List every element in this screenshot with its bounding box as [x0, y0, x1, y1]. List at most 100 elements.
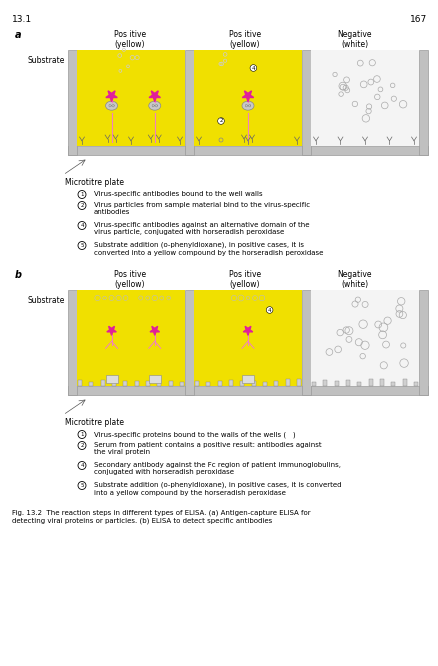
Text: Serum from patient contains a positive result: antibodies against
the viral prot: Serum from patient contains a positive r…: [94, 442, 321, 455]
Text: 2: 2: [219, 119, 222, 123]
Bar: [134, 382, 138, 386]
Polygon shape: [106, 326, 116, 335]
Circle shape: [78, 242, 86, 250]
Bar: [345, 380, 349, 386]
Text: 4: 4: [80, 223, 84, 228]
Text: Substrate: Substrate: [28, 56, 65, 65]
Bar: [168, 382, 172, 386]
Text: Virus-specific proteins bound to the walls of the wells (   ): Virus-specific proteins bound to the wal…: [94, 431, 295, 438]
Bar: [100, 380, 104, 386]
Bar: [301, 50, 310, 155]
Polygon shape: [243, 326, 252, 335]
Bar: [229, 380, 233, 386]
Text: 5: 5: [80, 483, 84, 488]
Polygon shape: [242, 91, 253, 102]
Bar: [251, 380, 255, 386]
Text: Microtitre plate: Microtitre plate: [65, 418, 124, 427]
Circle shape: [78, 462, 86, 470]
Circle shape: [78, 442, 86, 450]
Bar: [78, 380, 82, 386]
Text: 2: 2: [80, 203, 84, 208]
Text: 4: 4: [267, 308, 271, 312]
Bar: [184, 50, 194, 155]
Bar: [89, 382, 93, 386]
Bar: [418, 50, 427, 155]
Bar: [274, 380, 278, 386]
Text: 1: 1: [80, 192, 84, 197]
Bar: [194, 290, 301, 386]
Text: 13.1: 13.1: [12, 15, 32, 24]
Text: Virus-specific antibodies bound to the well walls: Virus-specific antibodies bound to the w…: [94, 191, 262, 197]
Bar: [262, 382, 266, 386]
Circle shape: [78, 430, 86, 438]
Text: Pos itive
(yellow): Pos itive (yellow): [228, 30, 261, 49]
Bar: [297, 380, 300, 386]
Bar: [146, 382, 150, 386]
Bar: [301, 290, 310, 395]
Bar: [180, 382, 184, 386]
Ellipse shape: [148, 101, 160, 110]
Text: Pos itive
(yellow): Pos itive (yellow): [114, 30, 146, 49]
Bar: [68, 146, 427, 155]
Bar: [77, 290, 184, 386]
Bar: [148, 375, 160, 383]
Text: 167: 167: [409, 15, 426, 24]
Bar: [368, 379, 372, 386]
Bar: [390, 382, 395, 386]
Bar: [240, 381, 244, 386]
Bar: [285, 379, 289, 386]
Circle shape: [78, 190, 86, 198]
Text: Substrate: Substrate: [28, 296, 65, 305]
Bar: [194, 382, 198, 386]
Bar: [157, 380, 161, 386]
Bar: [357, 382, 360, 386]
Bar: [105, 375, 117, 383]
Text: 2: 2: [80, 443, 84, 448]
Bar: [217, 380, 221, 386]
Text: Substrate addition (o-phenyldioxane), in positive cases, it is converted
into a : Substrate addition (o-phenyldioxane), in…: [94, 482, 341, 496]
Text: 4: 4: [80, 463, 84, 468]
Bar: [418, 290, 427, 395]
Bar: [310, 290, 418, 386]
Bar: [68, 50, 77, 155]
Text: Negative
(white): Negative (white): [337, 30, 371, 49]
Text: 1: 1: [80, 432, 84, 437]
Bar: [206, 382, 210, 386]
Bar: [123, 380, 127, 386]
Text: Pos itive
(yellow): Pos itive (yellow): [114, 270, 146, 290]
Polygon shape: [150, 326, 159, 335]
Polygon shape: [149, 91, 160, 102]
Circle shape: [78, 482, 86, 490]
Bar: [241, 375, 254, 383]
Text: Virus-specific antibodies against an alternative domain of the
virus particle, c: Virus-specific antibodies against an alt…: [94, 222, 309, 235]
Text: 4: 4: [251, 65, 254, 71]
Text: b: b: [15, 270, 22, 280]
Ellipse shape: [105, 101, 117, 110]
Polygon shape: [106, 91, 117, 102]
Text: Virus particles from sample material bind to the virus-specific
antibodies: Virus particles from sample material bin…: [94, 202, 309, 215]
Bar: [311, 382, 315, 386]
Text: a: a: [15, 30, 21, 40]
Bar: [184, 290, 194, 395]
Circle shape: [78, 202, 86, 210]
Bar: [77, 50, 184, 146]
Bar: [323, 380, 327, 386]
Text: Secondary antibody against the Fc region of patient immunoglobulins,
conjugated : Secondary antibody against the Fc region…: [94, 462, 340, 475]
Bar: [334, 381, 338, 386]
Text: Substrate addition (o-phenyldioxane), in positive cases, it is
converted into a : Substrate addition (o-phenyldioxane), in…: [94, 242, 323, 256]
Bar: [68, 290, 77, 395]
Bar: [379, 380, 383, 386]
Bar: [413, 382, 417, 386]
Bar: [112, 380, 116, 386]
Text: Pos itive
(yellow): Pos itive (yellow): [228, 270, 261, 290]
Ellipse shape: [241, 101, 254, 110]
Text: Negative
(white): Negative (white): [337, 270, 371, 290]
Text: Microtitre plate: Microtitre plate: [65, 178, 124, 187]
Bar: [402, 379, 406, 386]
Bar: [68, 386, 427, 395]
Circle shape: [78, 222, 86, 230]
Bar: [310, 50, 418, 146]
Text: 5: 5: [80, 243, 84, 248]
Text: Fig. 13.2  The reaction steps in different types of ELISA. (a) Antigen-capture E: Fig. 13.2 The reaction steps in differen…: [12, 510, 310, 524]
Bar: [194, 50, 301, 146]
